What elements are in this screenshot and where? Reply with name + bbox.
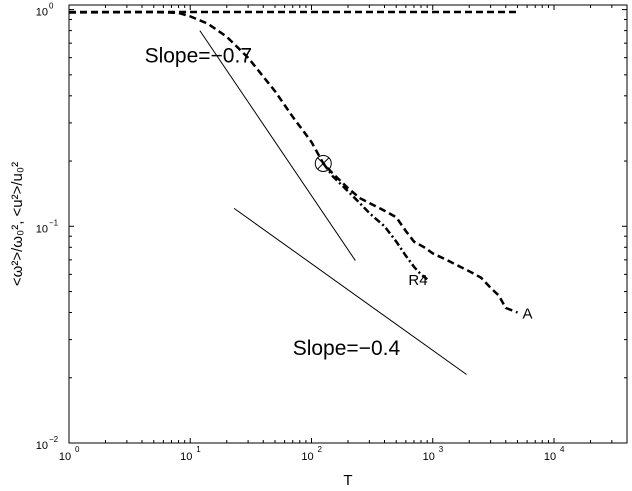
plot-frame: [68, 4, 628, 444]
y-tick-label: 10: [36, 7, 48, 19]
reference-lines: [199, 30, 467, 375]
y-tick-exponent: −2: [49, 435, 59, 444]
series-line-a: [68, 10, 518, 314]
series-group: [68, 10, 518, 314]
y-axis-label: <ω²>/ω₀², <u²>/u₀²: [9, 162, 26, 286]
annotation-slope-0-7: Slope=−0.7: [145, 44, 252, 67]
series-line-r4: [322, 162, 428, 281]
y-tick-label: 10: [36, 440, 48, 452]
x-axis-label: T: [343, 472, 352, 489]
y-tick-exponent: −1: [49, 218, 59, 227]
x-tick-exponent: 0: [75, 445, 80, 454]
x-tick-exponent: 4: [560, 445, 565, 454]
annotation-slope-0-4: Slope=−0.4: [293, 337, 401, 360]
annotations: Slope=−0.7 Slope=−0.4 R4 A: [145, 44, 533, 359]
slope-reference-line-1: [199, 30, 356, 261]
annotation-a: A: [523, 306, 533, 323]
y-tick-label: 10: [36, 223, 48, 235]
x-tick-label: 10: [423, 451, 435, 463]
marker-cross-stroke: [317, 157, 330, 170]
y-tick-exponent: 0: [49, 2, 54, 11]
x-tick-label: 10: [544, 451, 556, 463]
x-tick-exponent: 2: [318, 445, 323, 454]
annotation-r4: R4: [408, 272, 427, 289]
x-tick-label: 10: [301, 451, 313, 463]
x-tick-exponent: 3: [439, 445, 444, 454]
x-tick-exponent: 1: [196, 445, 201, 454]
slope-reference-line-2: [233, 207, 467, 375]
x-tick-label: 10: [180, 451, 192, 463]
circle-cross-marker: [314, 154, 332, 172]
x-tick-label: 10: [59, 451, 71, 463]
